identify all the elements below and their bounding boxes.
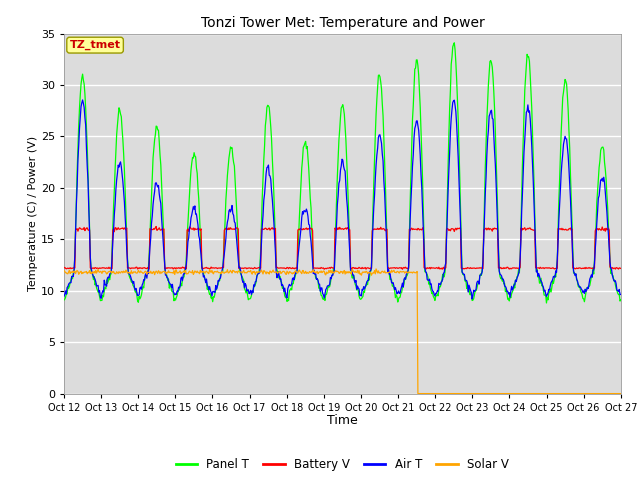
Legend: Panel T, Battery V, Air T, Solar V: Panel T, Battery V, Air T, Solar V bbox=[171, 454, 514, 476]
Title: Tonzi Tower Met: Temperature and Power: Tonzi Tower Met: Temperature and Power bbox=[200, 16, 484, 30]
Y-axis label: Temperature (C) / Power (V): Temperature (C) / Power (V) bbox=[28, 136, 38, 291]
X-axis label: Time: Time bbox=[327, 414, 358, 427]
Text: TZ_tmet: TZ_tmet bbox=[70, 40, 120, 50]
